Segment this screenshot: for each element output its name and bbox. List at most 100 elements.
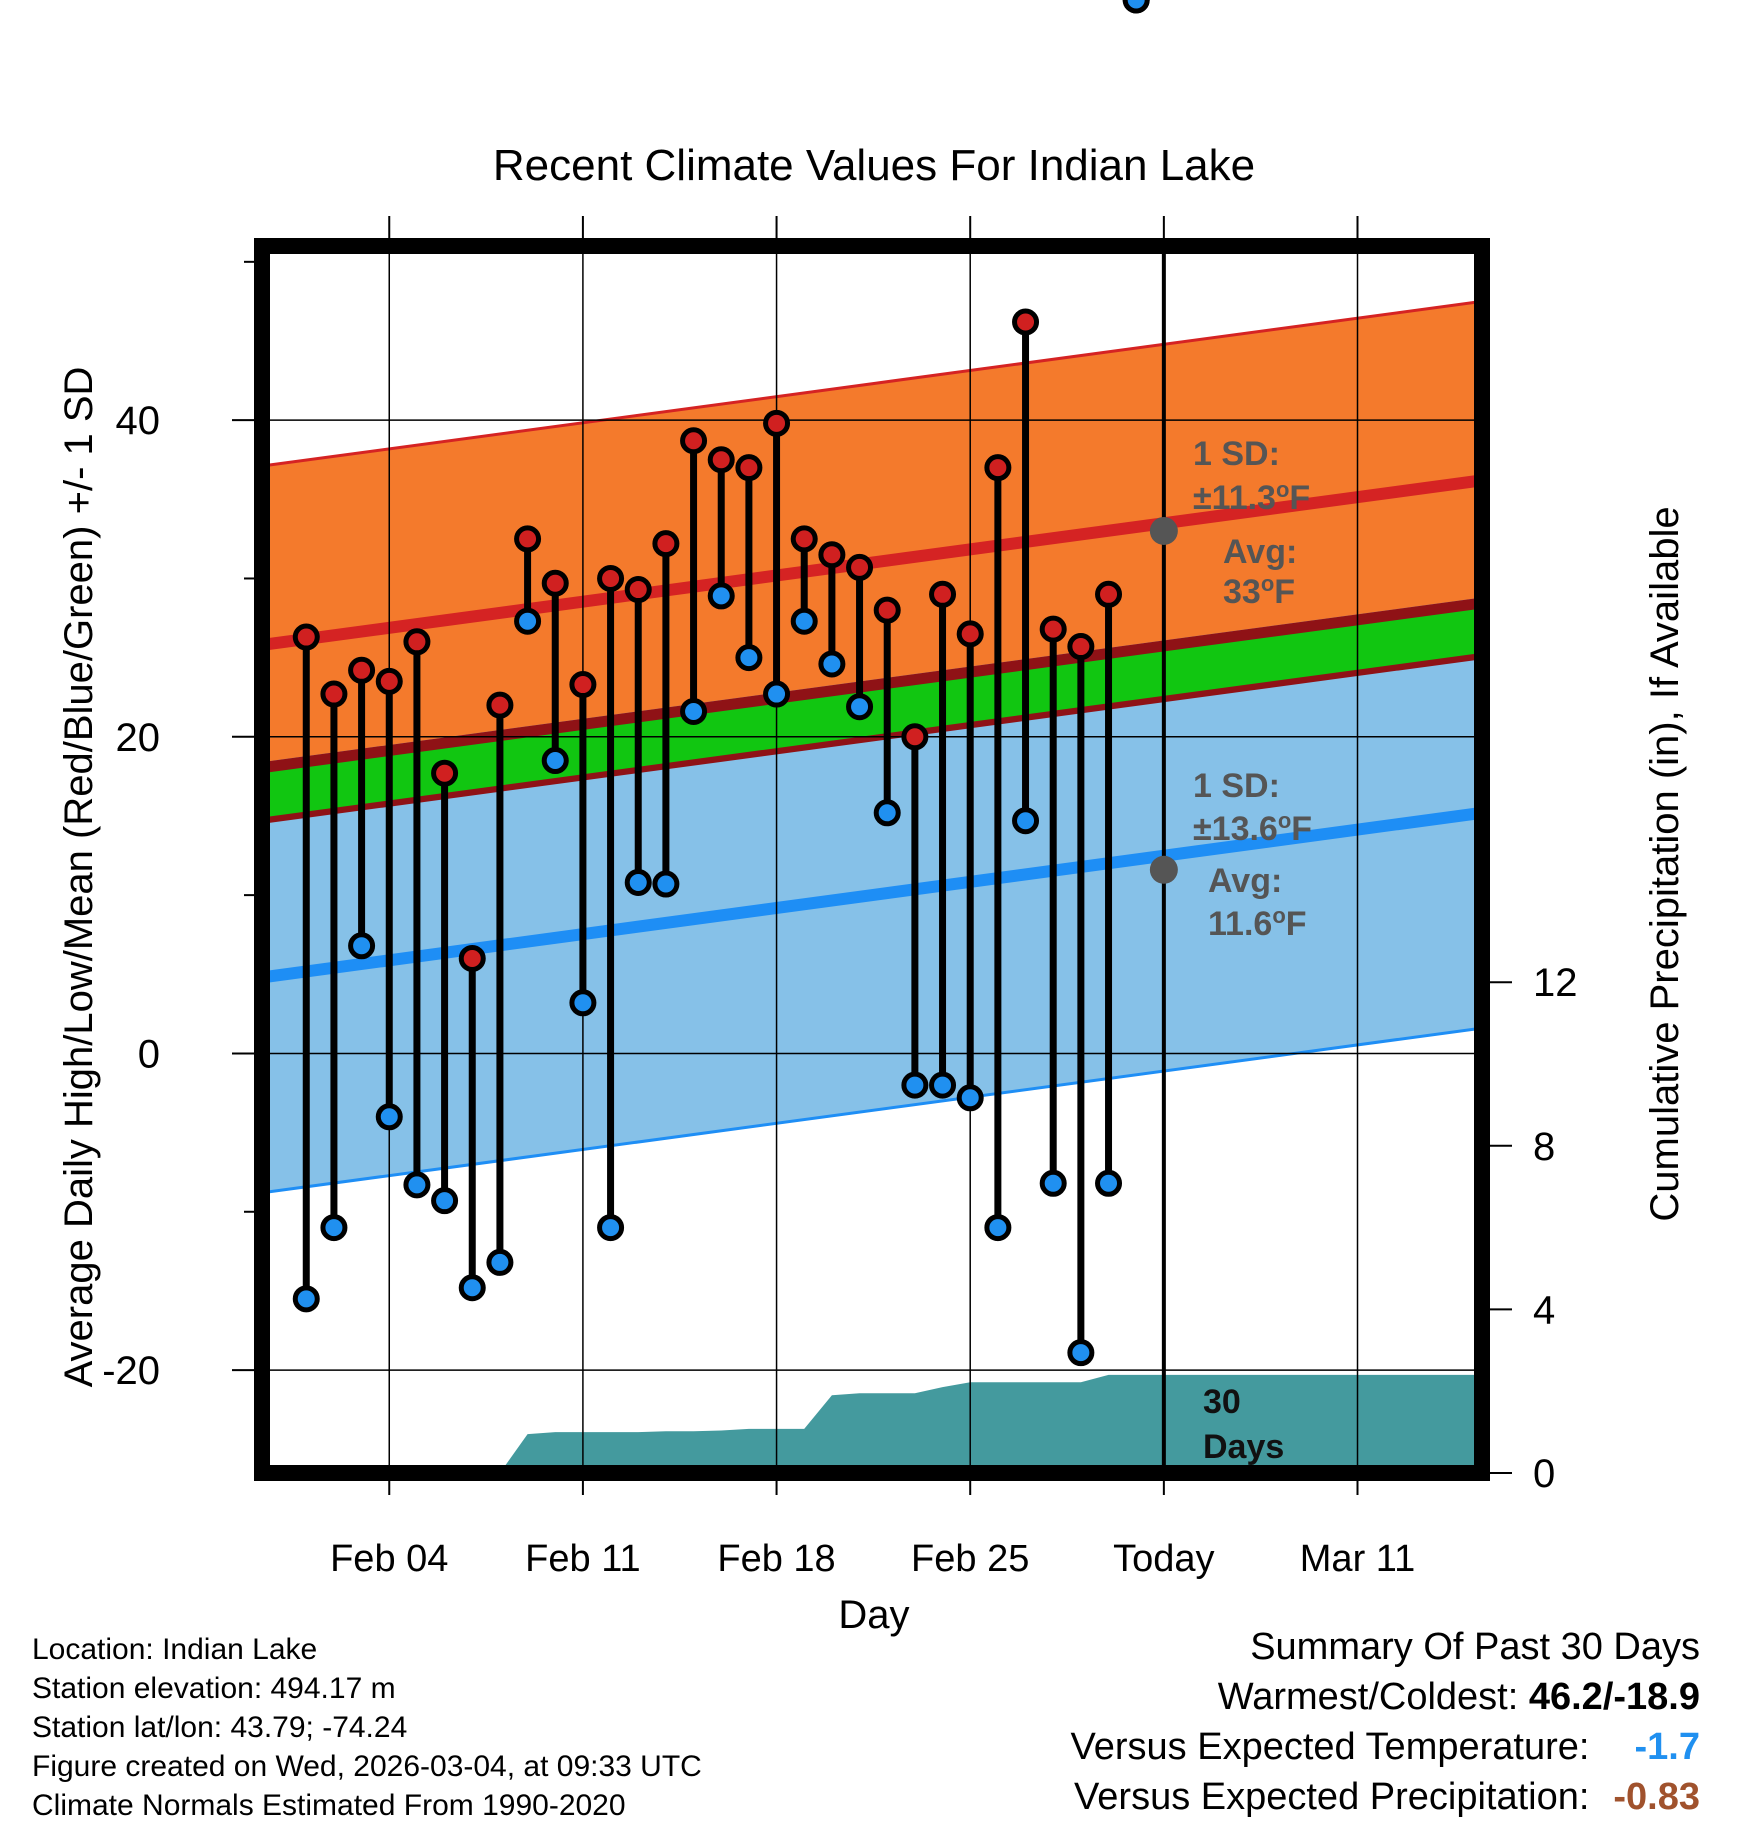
day-bar [1039, 615, 1067, 1197]
day-bar [652, 530, 680, 898]
high-point [680, 427, 708, 455]
high-point [514, 525, 542, 553]
elevation-text: Station elevation: 494.17 m [32, 1672, 396, 1705]
precip-value: -0.83 [1613, 1776, 1700, 1818]
high-point [624, 576, 652, 604]
y2-tick-label: 4 [1533, 1288, 1555, 1332]
day-bar [486, 691, 514, 1276]
high-point [763, 409, 791, 437]
normal-low-lower-line [262, 1026, 1482, 1195]
warmest-coldest-value: 46.2/-18.9 [1528, 1676, 1700, 1718]
low-point [458, 1274, 486, 1302]
low-point [790, 607, 818, 635]
day-bar [763, 409, 791, 708]
day-bar [735, 454, 763, 672]
low-point [956, 1084, 984, 1112]
normal-high-upper-line [262, 299, 1482, 468]
high-point [486, 691, 514, 719]
x-tick-label: Today [1113, 1538, 1214, 1580]
x-tick-label: Feb 18 [717, 1538, 835, 1580]
high-point [846, 553, 874, 581]
day-bar [403, 628, 431, 1199]
day-bar [597, 564, 625, 1242]
low-avg-value: 11.6oF [1208, 903, 1307, 943]
high-point [431, 759, 459, 787]
low-point [1012, 807, 1040, 835]
high-avg-label: Avg: [1223, 533, 1297, 571]
high-point [403, 628, 431, 656]
low-point [403, 1171, 431, 1199]
high-avg-value: 33oF [1223, 571, 1295, 611]
day-bar [707, 446, 735, 610]
high-point [569, 671, 597, 699]
high-point [652, 530, 680, 558]
high-point [984, 454, 1012, 482]
location-text: Location: Indian Lake [32, 1633, 318, 1666]
low-point [707, 582, 735, 610]
low-point [929, 1071, 957, 1099]
high-point [1067, 633, 1095, 661]
high-point [541, 569, 569, 597]
day-bar [929, 580, 957, 1099]
day-bar [458, 944, 486, 1302]
high-point [956, 620, 984, 648]
precip-area [499, 1374, 1482, 1473]
low-sd-value: ±13.6oF [1193, 808, 1312, 848]
day-bar [569, 671, 597, 1017]
low-point [541, 747, 569, 775]
low-avg-marker [1149, 855, 1178, 884]
axes: Feb 04 Feb 11 Feb 18 Feb 25 Today Mar 11 -20 0 2… [102, 216, 1578, 1580]
day-bar [1095, 580, 1123, 1197]
low-point [431, 1187, 459, 1215]
low-point [375, 1103, 403, 1131]
low-point [348, 932, 376, 960]
day-bar [541, 569, 569, 775]
temp-value: -1.7 [1634, 1726, 1700, 1768]
latlon-text: Station lat/lon: 43.79; -74.24 [32, 1711, 408, 1744]
y-tick-label: 20 [116, 716, 161, 760]
warmest-coldest-label: Warmest/Coldest: [1217, 1676, 1519, 1718]
high-point [458, 944, 486, 972]
high-point [292, 623, 320, 651]
temperature-bars [292, 0, 1150, 1367]
y2-tick-label: 8 [1533, 1125, 1555, 1169]
high-point [790, 525, 818, 553]
warmest-coldest-row: Warmest/Coldest: 46.2/-18.9 [1071, 1672, 1700, 1722]
high-point [1039, 615, 1067, 643]
day-bar [514, 525, 542, 635]
low-point [486, 1248, 514, 1276]
day-bar [292, 623, 320, 1313]
high-sd-label: 1 SD: [1193, 435, 1280, 473]
low-point [514, 607, 542, 635]
x-tick-label: Feb 04 [330, 1538, 448, 1580]
low-point [873, 799, 901, 827]
low-point [984, 1214, 1012, 1242]
day-bar [320, 680, 348, 1242]
low-point [1067, 1339, 1095, 1367]
temp-label: Versus Expected Temperature: [1070, 1726, 1590, 1768]
low-point [763, 680, 791, 708]
day-bar [984, 454, 1012, 1242]
low-point [1122, 0, 1150, 14]
x-axis-label: Day [838, 1593, 909, 1637]
low-point [846, 693, 874, 721]
temp-row: Versus Expected Temperature: -1.7 [1071, 1722, 1700, 1772]
precip-row: Versus Expected Precipitation: -0.83 [1071, 1772, 1700, 1822]
day-bar [624, 576, 652, 896]
high-point [873, 596, 901, 624]
low-point [901, 1071, 929, 1099]
day-bar [956, 620, 984, 1112]
high-point [348, 656, 376, 684]
high-point [707, 446, 735, 474]
day-bar [348, 656, 376, 960]
low-point [818, 650, 846, 678]
low-point [680, 697, 708, 725]
day-bar [846, 553, 874, 721]
summary-panel: Summary Of Past 30 Days Warmest/Coldest:… [1071, 1622, 1700, 1822]
day-bar [1122, 0, 1150, 14]
y-tick-label: -20 [102, 1349, 160, 1393]
low-point [735, 644, 763, 672]
low-point [292, 1285, 320, 1313]
low-point [1095, 1169, 1123, 1197]
